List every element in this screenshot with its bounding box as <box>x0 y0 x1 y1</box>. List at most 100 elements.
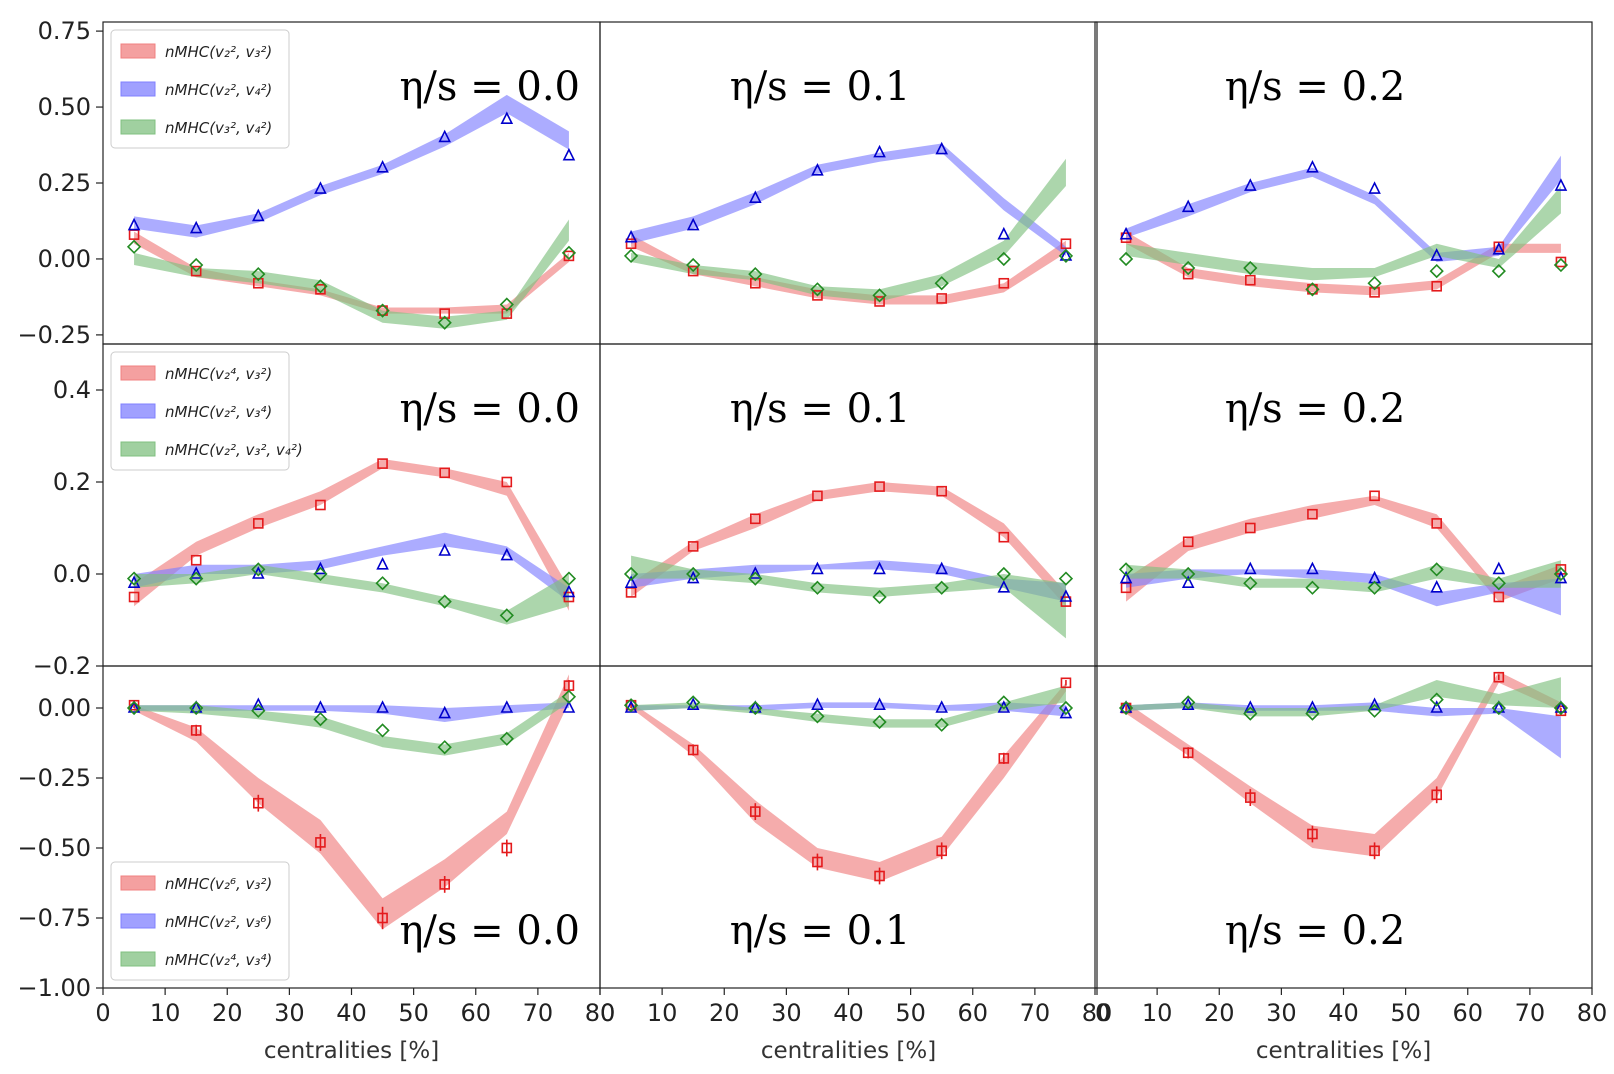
point-blue <box>252 208 265 222</box>
y-tick-label: −0.2 <box>33 652 91 680</box>
point-green <box>313 712 328 727</box>
legend: nMHC(v₂⁶, v₃²) nMHC(v₂², v₃⁶) nMHC(v₂⁴, v₃… <box>110 861 290 981</box>
point-green <box>375 576 390 591</box>
point-red <box>812 490 823 502</box>
panel-r2-c0: η/s = 0.0 nMHC(v₂⁶, v₃²)nMHC(v₂², v₃⁶)nMH… <box>102 665 601 989</box>
point-blue <box>624 575 638 589</box>
point-blue <box>438 543 451 556</box>
point-green <box>437 740 452 755</box>
legend-swatch-blue <box>120 403 156 419</box>
point-red <box>1307 828 1318 840</box>
point-red <box>812 290 823 301</box>
point-blue <box>1368 697 1381 711</box>
x-tick-label: 40 <box>336 999 367 1027</box>
point-red <box>998 531 1010 543</box>
point-green <box>1305 580 1320 595</box>
point-blue <box>1492 242 1506 255</box>
x-tick-label: 50 <box>398 999 429 1027</box>
x-tick-label: 80 <box>585 999 616 1027</box>
point-green <box>748 267 763 282</box>
panel-annotation: η/s = 0.1 <box>730 64 911 110</box>
band-blue <box>134 702 569 722</box>
legend-swatch-green <box>120 951 156 967</box>
x-tick-label: 80 <box>1082 999 1113 1027</box>
x-tick-label: 50 <box>895 999 926 1027</box>
legend-swatch-green <box>120 441 156 457</box>
point-red <box>1493 591 1505 603</box>
point-green <box>126 239 142 254</box>
y-tick-label: 0.00 <box>38 245 91 273</box>
x-tick-label: 50 <box>1390 999 1421 1027</box>
panel-annotation: η/s = 0.0 <box>399 386 580 432</box>
point-green <box>126 571 142 586</box>
y-tick-label: 0.50 <box>38 93 91 121</box>
legend-swatch-green <box>120 119 156 135</box>
x-tick-label: 60 <box>1452 999 1483 1027</box>
point-red <box>750 277 761 289</box>
point-red <box>750 806 761 817</box>
point-red <box>625 238 637 250</box>
point-green <box>934 276 949 291</box>
band-blue <box>631 143 1066 256</box>
point-green <box>1243 260 1258 276</box>
point-red <box>750 513 761 525</box>
point-blue <box>1492 561 1506 575</box>
point-red <box>315 499 326 511</box>
point-green <box>1429 692 1444 707</box>
point-blue <box>1368 181 1381 194</box>
point-blue <box>189 700 203 713</box>
point-green <box>1491 263 1506 279</box>
point-red <box>1307 284 1318 295</box>
point-red <box>936 485 947 497</box>
point-red <box>377 305 388 316</box>
x-tick-label: 30 <box>274 999 305 1027</box>
point-green <box>375 723 390 738</box>
point-blue <box>562 147 576 161</box>
point-green <box>1058 700 1074 716</box>
point-blue <box>1181 575 1195 589</box>
point-green <box>810 580 825 595</box>
point-blue <box>314 181 327 194</box>
band-green <box>134 691 569 756</box>
point-green <box>1181 260 1196 276</box>
x-axis-col-1: 0 10 20 30 40 50 60 70 80 centralities [%] <box>599 988 1113 1064</box>
point-green <box>1491 700 1506 716</box>
legend-swatch-red <box>120 875 156 891</box>
point-red <box>874 296 885 307</box>
band-green <box>1126 186 1561 281</box>
point-red <box>1245 522 1256 534</box>
point-blue <box>1059 589 1073 602</box>
panel-r2-c2: η/s = 0.2 <box>1094 665 1593 989</box>
band-green <box>134 564 569 625</box>
point-blue <box>1554 178 1568 191</box>
y-tick-label: −0.75 <box>17 904 91 932</box>
point-red <box>439 308 450 319</box>
panel-annotation: η/s = 0.0 <box>399 908 580 954</box>
point-green <box>996 695 1011 710</box>
legend-swatch-blue <box>120 81 156 97</box>
x-tick-label: 0 <box>600 999 615 1027</box>
point-red <box>998 753 1010 764</box>
point-red <box>253 277 264 289</box>
point-red <box>812 856 823 868</box>
point-red <box>377 912 388 924</box>
point-green <box>1429 562 1444 577</box>
x-tick-label: 10 <box>150 999 181 1027</box>
band-blue <box>631 702 1066 717</box>
point-red <box>439 467 450 479</box>
point-blue <box>1119 226 1133 240</box>
point-blue <box>811 561 824 575</box>
point-green <box>748 571 763 586</box>
point-blue <box>935 141 948 155</box>
y-tick-label: 0.2 <box>53 468 91 496</box>
point-blue <box>749 190 762 203</box>
point-red <box>1369 287 1380 298</box>
point-green <box>1118 562 1134 577</box>
point-blue <box>252 697 265 711</box>
band-green <box>631 685 1066 728</box>
point-red <box>874 481 885 492</box>
x-tick-label: 0 <box>95 999 110 1027</box>
point-blue <box>1119 700 1133 713</box>
x-axis-col-0: 0 10 20 30 40 50 60 70 80 centralities [%] <box>95 988 615 1064</box>
x-tick-label: 20 <box>212 999 243 1027</box>
